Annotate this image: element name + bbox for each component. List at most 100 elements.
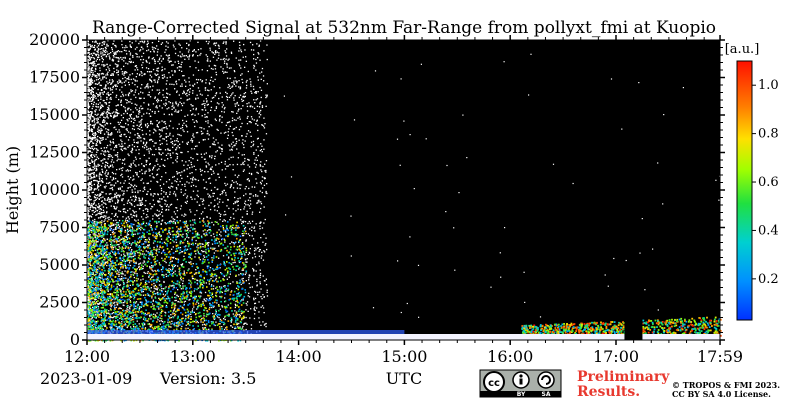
noise-pixel — [103, 280, 105, 283]
noise-pixel — [183, 102, 185, 104]
noise-pixel — [172, 256, 174, 259]
noise-pixel — [114, 208, 116, 210]
noise-pixel — [143, 187, 145, 189]
noise-pixel — [200, 235, 203, 237]
noise-pixel — [124, 226, 126, 228]
noise-pixel — [128, 154, 130, 157]
noise-pixel — [121, 149, 123, 152]
noise-pixel — [211, 125, 213, 127]
noise-pixel — [138, 263, 140, 265]
noise-pixel — [263, 233, 265, 235]
noise-pixel — [87, 150, 89, 152]
noise-pixel — [240, 273, 242, 275]
noise-pixel — [214, 51, 217, 54]
noise-pixel — [90, 154, 92, 157]
noise-pixel — [154, 165, 156, 167]
noise-pixel — [249, 228, 251, 230]
noise-pixel — [128, 262, 131, 264]
noise-pixel — [88, 210, 90, 212]
noise-pixel — [154, 213, 156, 215]
noise-pixel — [126, 46, 128, 48]
noise-pixel — [87, 141, 89, 143]
noise-pixel — [143, 246, 145, 248]
noise-pixel — [259, 111, 261, 113]
noise-pixel — [249, 207, 251, 209]
noise-pixel — [247, 222, 249, 225]
noise-pixel — [170, 185, 172, 187]
noise-pixel — [213, 86, 215, 88]
noise-pixel — [209, 168, 211, 170]
noise-pixel — [238, 152, 240, 154]
noise-pixel — [145, 67, 148, 69]
noise-pixel — [186, 200, 188, 202]
noise-pixel — [146, 123, 149, 125]
noise-pixel — [134, 219, 136, 221]
noise-pixel — [112, 43, 114, 45]
noise-pixel — [221, 121, 223, 124]
noise-pixel — [162, 152, 164, 154]
noise-pixel — [91, 112, 93, 114]
noise-pixel — [266, 44, 268, 46]
noise-pixel — [226, 228, 228, 230]
noise-pixel — [92, 88, 94, 90]
noise-pixel — [222, 227, 224, 229]
noise-pixel — [236, 200, 238, 202]
noise-pixel — [240, 258, 242, 260]
noise-pixel — [260, 324, 262, 326]
noise-pixel — [150, 193, 152, 195]
noise-pixel — [105, 112, 107, 114]
noise-pixel — [131, 147, 133, 150]
noise-pixel — [241, 142, 244, 144]
noise-pixel — [128, 307, 131, 309]
noise-pixel — [138, 266, 140, 268]
noise-pixel — [150, 180, 152, 182]
noise-pixel — [254, 313, 256, 315]
noise-pixel — [156, 89, 158, 91]
noise-pixel — [260, 109, 262, 112]
noise-pixel — [195, 97, 197, 99]
noise-pixel — [157, 200, 159, 202]
noise-pixel — [201, 133, 203, 135]
noise-pixel — [260, 237, 262, 239]
noise-pixel — [152, 132, 155, 134]
noise-pixel — [128, 50, 130, 52]
noise-pixel — [88, 52, 90, 54]
noise-pixel — [186, 195, 189, 197]
noise-pixel — [111, 312, 113, 315]
noise-pixel — [92, 70, 94, 72]
noise-pixel — [106, 63, 108, 66]
noise-pixel — [165, 133, 167, 135]
noise-pixel — [147, 320, 149, 322]
noise-pixel — [229, 164, 231, 166]
noise-pixel — [128, 292, 131, 294]
noise-pixel — [166, 80, 168, 82]
noise-pixel — [259, 283, 261, 285]
noise-pixel — [119, 182, 122, 184]
noise-pixel — [95, 174, 98, 176]
noise-pixel — [165, 54, 168, 56]
noise-pixel — [235, 311, 238, 313]
noise-pixel — [157, 70, 159, 72]
noise-pixel — [237, 157, 239, 159]
noise-pixel — [88, 49, 90, 51]
noise-pixel — [112, 248, 114, 250]
noise-pixel — [224, 160, 226, 163]
noise-pixel — [100, 213, 102, 215]
noise-pixel — [208, 134, 210, 136]
noise-pixel — [99, 194, 101, 196]
noise-pixel — [152, 256, 154, 258]
noise-pixel — [95, 314, 97, 316]
noise-pixel — [124, 72, 126, 74]
noise-pixel — [100, 253, 102, 255]
noise-pixel — [234, 202, 236, 204]
noise-pixel — [181, 251, 183, 253]
noise-pixel — [192, 84, 194, 87]
noise-pixel — [123, 192, 125, 195]
noise-pixel — [148, 276, 150, 278]
noise-pixel — [115, 112, 117, 114]
noise-pixel — [99, 313, 101, 316]
noise-pixel — [111, 48, 113, 50]
noise-pixel — [253, 250, 256, 252]
noise-pixel — [94, 111, 96, 113]
noise-pixel — [236, 281, 238, 283]
